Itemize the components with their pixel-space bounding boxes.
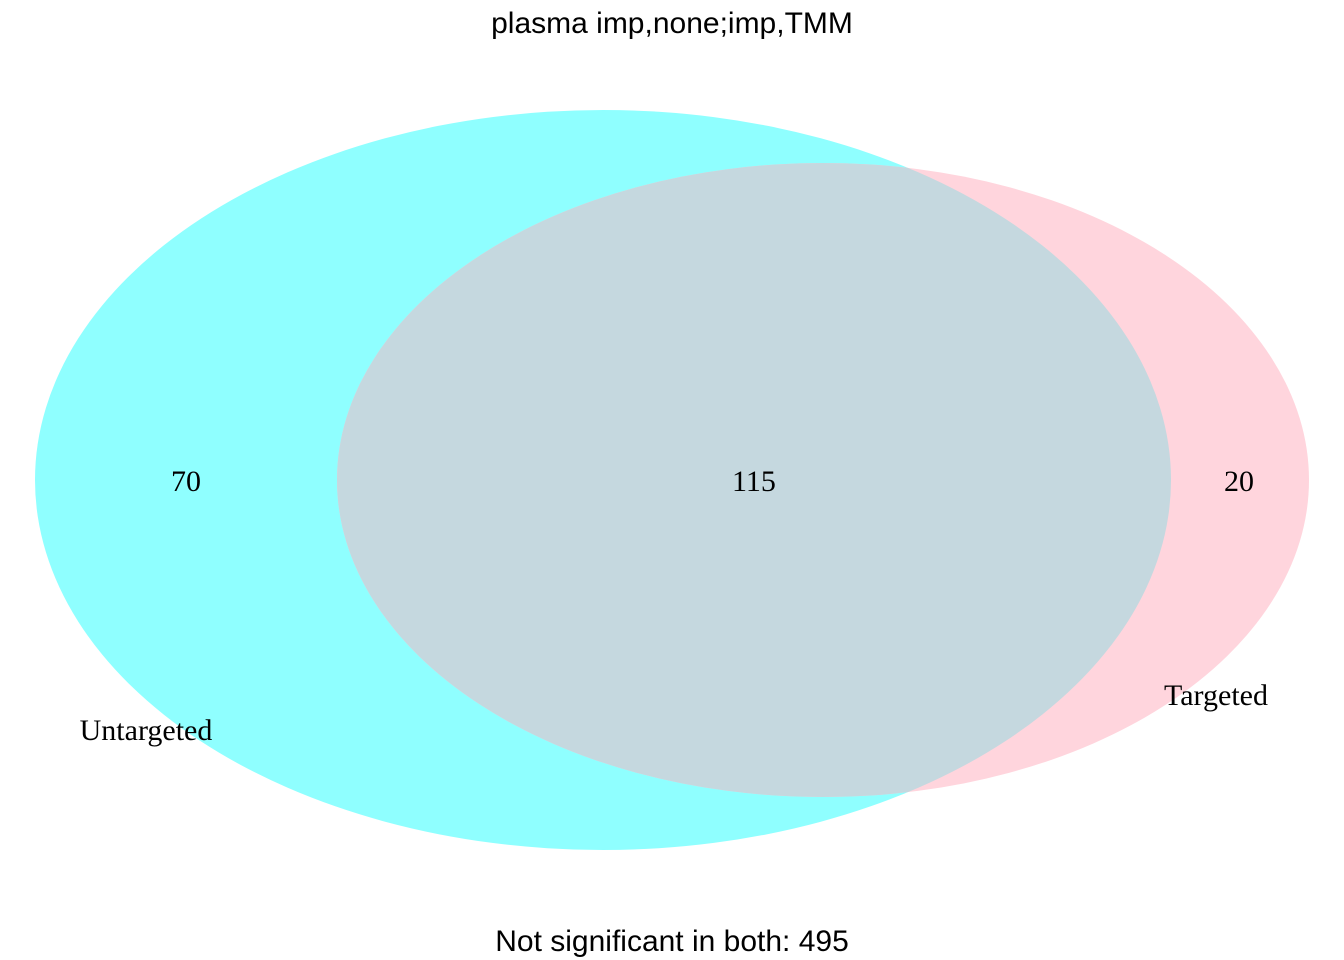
targeted-only-count: 20 [1224,465,1254,498]
untargeted-only-count: 70 [171,465,201,498]
targeted-set-label: Targeted [1164,679,1268,712]
overlap-region [337,163,1171,797]
overlap-count: 115 [732,465,776,498]
diagram-title: plasma imp,none;imp,TMM [491,7,853,40]
footer-note: Not significant in both: 495 [495,925,849,958]
untargeted-set-label: Untargeted [80,714,213,747]
